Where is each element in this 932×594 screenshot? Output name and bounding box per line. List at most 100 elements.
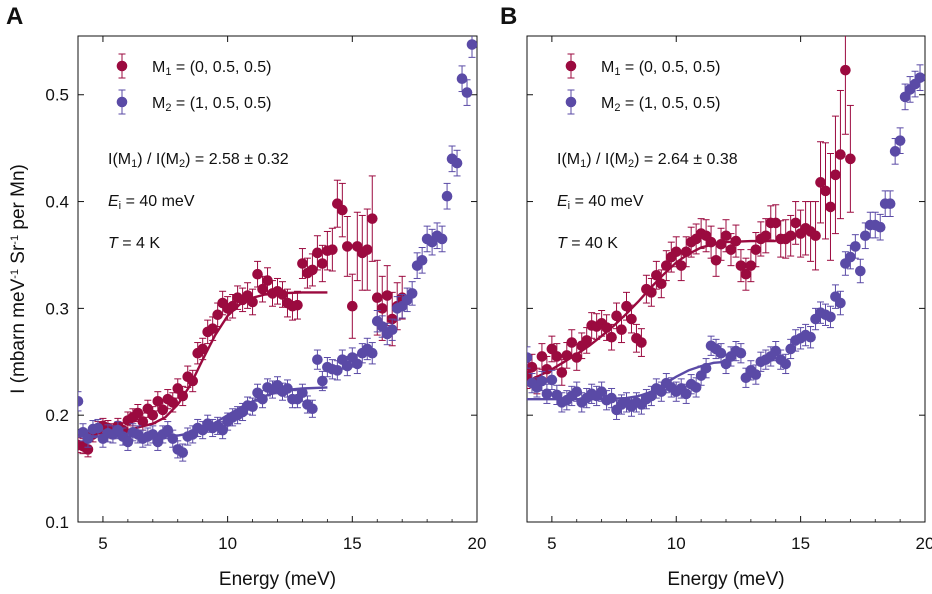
data-point-M2 <box>845 244 856 270</box>
marker <box>527 361 538 373</box>
y-axis-label: I (mbarn meV-1 Sr-1 per Mn) <box>8 164 29 394</box>
y-tick-label: 0.4 <box>45 193 69 212</box>
x-axis-label: Energy (meV) <box>219 569 336 590</box>
data-point-M1 <box>337 182 348 238</box>
y-tick-label: 0.2 <box>45 406 69 425</box>
data-point-M2 <box>436 225 448 253</box>
data-point-M2 <box>690 377 702 398</box>
marker <box>366 347 378 359</box>
x-tick-label: 15 <box>791 534 810 553</box>
data-point-M2 <box>82 429 94 448</box>
data-point-M1 <box>626 304 637 334</box>
data-point-M1 <box>536 343 548 370</box>
marker <box>546 343 558 355</box>
data-point-M1 <box>347 273 358 339</box>
data-layer <box>78 36 477 462</box>
data-point-M2 <box>356 343 368 364</box>
data-point-M1 <box>551 343 563 370</box>
fit-line-M1 <box>78 291 328 436</box>
marker <box>750 369 762 380</box>
data-point-M1 <box>820 142 831 240</box>
annotation-ratio: I(M1) / I(M2) = 2.64 ± 0.38 <box>557 151 738 170</box>
data-point-M1 <box>581 327 592 354</box>
data-point-M2 <box>805 326 816 349</box>
data-point-M2 <box>386 318 398 341</box>
marker <box>252 268 263 280</box>
data-point-M2 <box>297 383 308 402</box>
data-point-M1 <box>675 250 687 282</box>
marker <box>700 362 712 374</box>
marker <box>262 275 273 286</box>
marker <box>342 360 353 372</box>
marker <box>366 213 378 224</box>
legend-marker <box>116 60 128 72</box>
data-point-M1 <box>715 227 727 261</box>
marker <box>835 149 846 160</box>
marker <box>815 177 826 188</box>
marker <box>137 416 149 427</box>
marker <box>282 383 293 394</box>
data-point-M2 <box>416 246 428 274</box>
marker <box>715 347 727 359</box>
data-point-M1 <box>307 253 318 287</box>
marker <box>760 230 772 242</box>
data-point-M1 <box>366 175 378 262</box>
marker <box>830 169 841 181</box>
x-tick-label: 10 <box>218 534 237 553</box>
data-point-M2 <box>825 305 836 329</box>
marker <box>581 335 592 346</box>
marker <box>541 363 553 375</box>
annotation-temperature: T = 40 K <box>557 235 618 252</box>
marker <box>680 246 692 258</box>
data-point-M1 <box>172 378 184 399</box>
marker <box>820 185 831 197</box>
marker <box>297 258 308 269</box>
annotation-incident-energy: Ei = 40 meV <box>557 193 644 212</box>
marker <box>715 238 727 250</box>
data-point-M2 <box>855 258 866 284</box>
x-axis-label: Energy (meV) <box>667 569 784 590</box>
x-tick-label: 15 <box>343 534 362 553</box>
data-point-M2 <box>177 443 189 462</box>
marker <box>307 264 318 276</box>
data-point-M1 <box>840 36 851 135</box>
data-point-M1 <box>790 201 801 245</box>
marker <box>247 401 258 412</box>
data-point-M2 <box>527 346 533 369</box>
marker <box>122 436 134 448</box>
panel-letter: A <box>6 3 23 30</box>
data-point-M2 <box>466 36 477 58</box>
marker <box>750 244 762 255</box>
marker <box>770 217 782 229</box>
marker <box>312 354 323 365</box>
y-tick-label: 0.5 <box>45 86 69 105</box>
marker <box>312 247 323 259</box>
data-point-M2 <box>735 343 747 364</box>
marker <box>456 73 468 85</box>
marker <box>347 300 358 312</box>
data-point-M2 <box>546 369 558 391</box>
marker <box>546 374 558 386</box>
data-point-M2 <box>551 384 563 406</box>
marker <box>317 375 328 387</box>
marker <box>297 387 308 399</box>
data-point-M1 <box>606 323 617 351</box>
data-point-M1 <box>352 211 363 282</box>
marker <box>376 303 388 314</box>
x-tick-label: 5 <box>98 534 107 553</box>
legend-marker <box>565 96 577 108</box>
data-point-M1 <box>187 369 199 393</box>
marker <box>177 447 189 458</box>
marker <box>337 204 348 216</box>
marker <box>277 289 288 300</box>
marker <box>616 324 627 336</box>
data-point-M1 <box>825 152 836 261</box>
panel-letter: B <box>500 3 517 30</box>
marker <box>626 313 637 325</box>
data-point-M2 <box>835 290 846 316</box>
data-point-M2 <box>700 358 712 379</box>
data-point-M1 <box>566 329 578 356</box>
marker <box>207 323 218 334</box>
data-point-M2 <box>780 353 791 375</box>
data-point-M1 <box>725 233 737 267</box>
